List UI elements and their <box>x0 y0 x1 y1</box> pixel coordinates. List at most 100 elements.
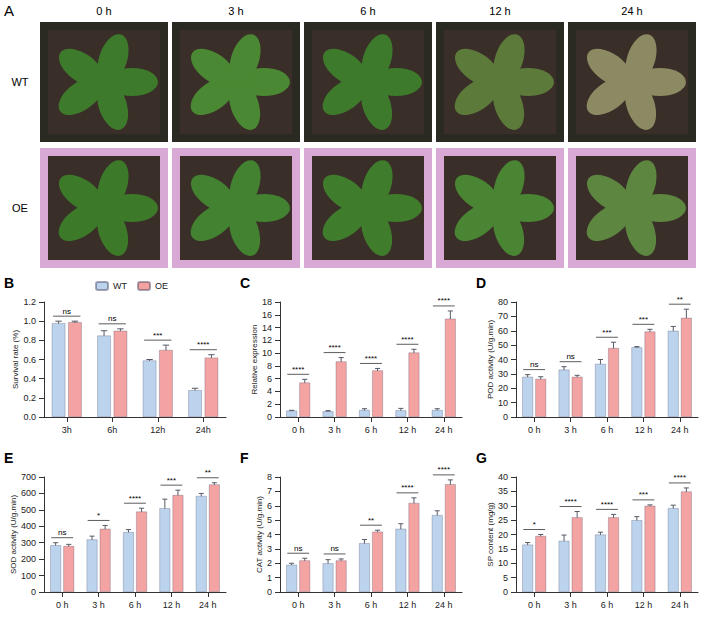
svg-text:2: 2 <box>267 399 272 409</box>
svg-text:1: 1 <box>267 573 272 583</box>
svg-text:***: *** <box>639 315 648 324</box>
svg-text:****: **** <box>401 483 413 492</box>
svg-text:24 h: 24 h <box>671 425 689 435</box>
svg-text:0.8: 0.8 <box>23 335 36 345</box>
svg-text:10: 10 <box>498 558 508 568</box>
svg-text:30: 30 <box>498 369 508 379</box>
svg-text:0.6: 0.6 <box>23 355 36 365</box>
svg-text:****: **** <box>365 354 377 363</box>
svg-text:**: ** <box>677 295 683 304</box>
svg-text:24 h: 24 h <box>671 600 689 610</box>
svg-text:0 h: 0 h <box>292 600 305 610</box>
svg-text:ns: ns <box>566 352 574 361</box>
svg-text:6 h: 6 h <box>360 5 375 17</box>
svg-text:3h: 3h <box>62 425 72 435</box>
svg-text:****: **** <box>129 494 141 503</box>
svg-text:12 h: 12 h <box>635 600 653 610</box>
svg-text:***: *** <box>639 490 648 499</box>
svg-text:****: **** <box>438 296 450 305</box>
svg-text:30: 30 <box>498 501 508 511</box>
svg-text:****: **** <box>564 497 576 506</box>
svg-text:6h: 6h <box>107 425 117 435</box>
svg-text:12h: 12h <box>150 425 165 435</box>
svg-text:D: D <box>476 275 486 291</box>
svg-text:****: **** <box>401 335 413 344</box>
svg-text:12 h: 12 h <box>489 5 510 17</box>
svg-text:40: 40 <box>498 355 508 365</box>
svg-text:***: *** <box>167 476 176 485</box>
svg-text:1.0: 1.0 <box>23 316 36 326</box>
svg-text:6 h: 6 h <box>601 425 614 435</box>
svg-text:6 h: 6 h <box>365 425 378 435</box>
svg-text:3 h: 3 h <box>328 600 341 610</box>
svg-text:400: 400 <box>21 521 36 531</box>
svg-text:10: 10 <box>498 398 508 408</box>
svg-text:A: A <box>4 2 14 19</box>
svg-text:0.2: 0.2 <box>23 393 36 403</box>
svg-text:24 h: 24 h <box>435 600 453 610</box>
svg-text:12: 12 <box>262 335 272 345</box>
svg-text:20: 20 <box>498 530 508 540</box>
svg-text:*: * <box>533 520 536 529</box>
svg-text:ns: ns <box>108 314 116 323</box>
svg-text:0 h: 0 h <box>96 5 111 17</box>
svg-text:0: 0 <box>503 587 508 597</box>
svg-text:5: 5 <box>267 515 272 525</box>
svg-text:OE: OE <box>155 281 168 291</box>
svg-text:500: 500 <box>21 505 36 515</box>
svg-text:7: 7 <box>267 486 272 496</box>
svg-text:50: 50 <box>498 340 508 350</box>
svg-text:C: C <box>240 275 250 291</box>
svg-text:0 h: 0 h <box>56 600 69 610</box>
svg-text:4: 4 <box>267 386 272 396</box>
svg-text:CAT activity (U/g.min): CAT activity (U/g.min) <box>255 496 264 573</box>
svg-text:3 h: 3 h <box>328 425 341 435</box>
svg-text:10: 10 <box>262 348 272 358</box>
svg-text:ns: ns <box>63 307 71 316</box>
svg-text:6 h: 6 h <box>601 600 614 610</box>
svg-text:24 h: 24 h <box>621 5 642 17</box>
svg-text:35: 35 <box>498 486 508 496</box>
svg-text:15: 15 <box>498 544 508 554</box>
svg-text:0: 0 <box>503 412 508 422</box>
svg-text:ns: ns <box>530 360 538 369</box>
svg-text:24 h: 24 h <box>199 600 217 610</box>
svg-text:SOD activity (U/g.min): SOD activity (U/g.min) <box>9 495 18 574</box>
svg-text:***: *** <box>153 331 162 340</box>
svg-text:****: **** <box>674 473 686 482</box>
svg-text:600: 600 <box>21 488 36 498</box>
svg-text:WT: WT <box>11 76 28 88</box>
svg-text:70: 70 <box>498 311 508 321</box>
svg-text:20: 20 <box>498 383 508 393</box>
svg-text:0 h: 0 h <box>528 600 541 610</box>
svg-text:****: **** <box>328 343 340 352</box>
svg-text:*: * <box>97 511 100 520</box>
svg-text:25: 25 <box>498 515 508 525</box>
svg-text:ns: ns <box>330 544 338 553</box>
svg-text:40: 40 <box>498 472 508 482</box>
svg-text:1.2: 1.2 <box>23 297 36 307</box>
svg-text:**: ** <box>368 516 374 525</box>
svg-text:12 h: 12 h <box>163 600 181 610</box>
svg-text:B: B <box>4 275 14 291</box>
svg-text:14: 14 <box>262 323 272 333</box>
svg-text:12 h: 12 h <box>635 425 653 435</box>
svg-text:8: 8 <box>267 361 272 371</box>
svg-text:0 h: 0 h <box>528 425 541 435</box>
svg-text:5: 5 <box>503 573 508 583</box>
svg-text:****: **** <box>197 340 209 349</box>
svg-text:**: ** <box>205 468 211 477</box>
svg-text:24 h: 24 h <box>435 425 453 435</box>
svg-text:POD activity (U/g.min): POD activity (U/g.min) <box>486 320 495 399</box>
svg-text:80: 80 <box>498 297 508 307</box>
svg-text:6: 6 <box>267 501 272 511</box>
svg-text:8: 8 <box>267 472 272 482</box>
svg-text:3 h: 3 h <box>228 5 243 17</box>
svg-text:300: 300 <box>21 538 36 548</box>
svg-text:3 h: 3 h <box>92 600 105 610</box>
svg-text:0 h: 0 h <box>292 425 305 435</box>
svg-text:6 h: 6 h <box>129 600 142 610</box>
svg-text:16: 16 <box>262 310 272 320</box>
svg-text:3 h: 3 h <box>564 600 577 610</box>
svg-text:4: 4 <box>267 530 272 540</box>
